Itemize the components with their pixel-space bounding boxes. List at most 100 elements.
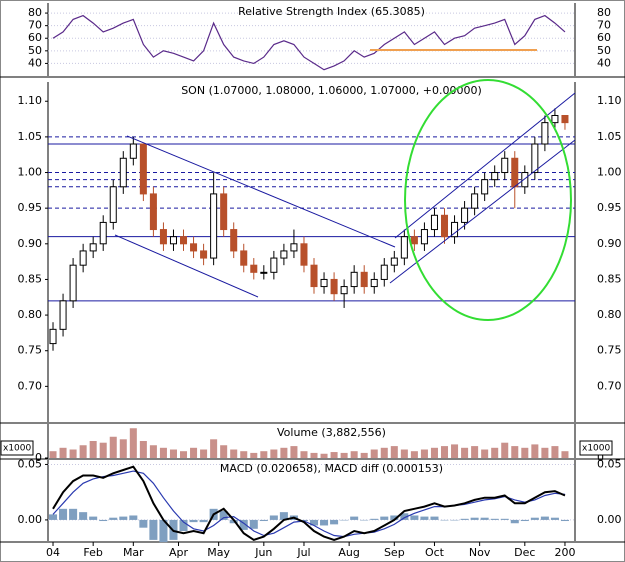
y-tick-label-right: 0 [597, 451, 604, 464]
x-tick-label: Jun [254, 546, 272, 559]
macd-diff-bar [470, 517, 479, 520]
y-tick-label-right: 0.00 [597, 513, 622, 526]
y-tick-label-right: 0.75 [597, 344, 622, 357]
y-tick-label: 0.85 [18, 272, 43, 285]
x-tick-label: Nov [469, 546, 491, 559]
macd-diff-bar [370, 518, 379, 520]
y-tick-label-right: 1.10 [597, 94, 622, 107]
volume-bar [300, 451, 308, 458]
volume-bar [481, 449, 489, 458]
rsi-line [52, 14, 566, 71]
macd-diff-bar [490, 518, 499, 520]
unit-box [579, 440, 613, 456]
y-tick-label-right: 0.85 [597, 272, 622, 285]
highlight-ellipse [404, 79, 572, 321]
candle-body [561, 115, 569, 124]
x-tick-label: Apr [169, 546, 189, 559]
macd-diff-bar [420, 516, 429, 520]
candle-body [400, 236, 408, 259]
macd-diff-bar [49, 514, 58, 520]
candle-body [350, 271, 358, 288]
volume-bar [129, 428, 137, 458]
macd-diff-bar [159, 519, 168, 543]
macd-diff-bar [390, 515, 399, 520]
x-tick-label: 200 [554, 546, 575, 559]
volume-bar [250, 452, 258, 458]
y-tick-label-right: 1.05 [597, 130, 622, 143]
candle-body [169, 236, 177, 245]
macd-diff-bar [129, 515, 138, 520]
y-tick-label: 70 [28, 19, 42, 32]
candle-body [551, 115, 559, 124]
candle-body [210, 193, 218, 259]
volume-bar [69, 449, 77, 458]
candle-body [270, 257, 278, 273]
macd-diff-bar [380, 516, 389, 520]
x-tick-label: Dec [514, 546, 535, 559]
y-tick-label-right: 1.00 [597, 166, 622, 179]
volume-bar [461, 447, 469, 458]
candle-body [501, 157, 509, 174]
volume-bar [220, 445, 228, 458]
candle-body [360, 271, 368, 288]
macd-diff-bar [480, 517, 489, 520]
macd-diff-bar [530, 517, 539, 520]
macd-diff-bar [79, 512, 88, 520]
macd-diff-bar [560, 519, 569, 522]
macd-diff-bar [460, 518, 469, 520]
y-tick-label: 0.70 [18, 379, 43, 392]
volume-bar [210, 439, 218, 458]
volume-bar [149, 445, 157, 458]
trend-line [126, 135, 396, 248]
x-tick-label: Aug [338, 546, 359, 559]
macd-diff-bar [309, 519, 319, 526]
volume-bar [390, 446, 398, 458]
panel-title: Relative Strength Index (65.3085) [238, 5, 425, 18]
x-tick-label: Feb [83, 546, 102, 559]
y-tick-label: 60 [28, 31, 42, 44]
candle-body [430, 214, 438, 231]
unit-box [0, 440, 34, 456]
volume-bar [541, 447, 549, 458]
y-tick-label: 1.00 [18, 166, 43, 179]
macd-diff-bar [350, 516, 359, 520]
x-tick-label: Mar [123, 546, 144, 559]
macd-diff-bar [219, 511, 228, 520]
y-tick-label-right: 80 [597, 6, 611, 19]
candle-body [99, 221, 107, 245]
volume-bar [180, 451, 188, 458]
panel-title: SON (1.07000, 1.08000, 1.06000, 1.07000,… [181, 84, 482, 97]
y-tick-label: 40 [28, 56, 42, 69]
volume-bar [240, 451, 248, 458]
candle-body [109, 186, 117, 223]
macd-diff-bar [340, 519, 349, 521]
y-tick-label: 80 [28, 6, 42, 19]
volume-bar [340, 452, 348, 458]
volume-bar [109, 436, 117, 458]
volume-bar [501, 442, 509, 458]
macd-diff-bar [269, 515, 278, 520]
macd-diff-bar [199, 519, 208, 523]
candle-body [159, 229, 167, 245]
macd-diff-bar [179, 519, 188, 532]
volume-bar [89, 441, 97, 458]
y-tick-label-right: 40 [597, 56, 611, 69]
candle-body [139, 143, 147, 195]
macd-diff-bar [430, 516, 439, 520]
x-tick-label: Jul [296, 546, 310, 559]
macd-diff-bar [119, 516, 128, 520]
candle-body [260, 271, 268, 274]
volume-bar [79, 445, 87, 458]
candle-body [451, 221, 459, 238]
candle-body [200, 250, 208, 259]
unit-label: x1000 [582, 444, 611, 454]
volume-bar [531, 444, 539, 458]
volume-bar [511, 446, 519, 458]
volume-bar [320, 453, 328, 458]
candle-body [79, 250, 87, 266]
candle-body [250, 264, 258, 273]
macd-diff-bar [330, 519, 339, 525]
trend-line [114, 234, 259, 298]
macd-diff-bar [139, 519, 148, 528]
candle-body [240, 250, 248, 266]
